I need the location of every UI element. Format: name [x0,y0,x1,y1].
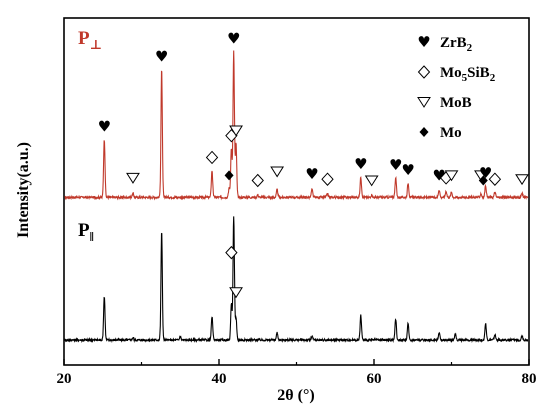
series-line-1 [64,216,529,344]
mo5sib2-marker [251,173,264,188]
x-tick-label: 80 [522,371,537,387]
mo-marker [419,127,429,137]
mob-marker [270,166,285,178]
series-line-0 [64,50,529,201]
series-label-0: P⊥ [78,28,102,52]
zrb2-marker: ♥ [417,33,430,51]
zrb2-marker: ♥ [389,156,402,174]
legend-label-1: Mo5SiB2 [440,65,496,84]
legend-text: MoB [440,95,472,111]
legend-text-2: SiB [467,65,490,81]
mo-marker [478,175,488,186]
x-axis-label: 2θ (°) [277,387,314,404]
legend-text: ZrB [440,35,467,51]
zrb2-marker: ♥ [354,155,367,173]
series-label-1: P‖ [78,220,94,244]
mob-marker [444,170,459,182]
legend-label-3: Mo [440,125,462,141]
series-label-main: P [78,220,90,241]
mo5sib2-marker [417,65,431,79]
mo5sib2-marker [225,245,238,260]
legend-subscript-2: 2 [490,72,496,84]
legend-label-0: ZrB2 [440,35,473,54]
zrb2-marker: ♥ [479,164,492,182]
zrb2-marker: ♥ [401,161,414,179]
mob-marker [126,172,140,184]
mo5sib2-marker [205,150,219,165]
series-label-sub: ‖ [90,229,94,244]
x-tick-label: 60 [367,371,382,387]
legend-text: Mo [440,125,462,141]
mo-marker [224,170,234,181]
zrb2-marker: ♥ [227,29,240,47]
legend-label-2: MoB [440,95,472,111]
mob-marker [364,175,379,187]
zrb2-marker: ♥ [98,118,111,136]
mo5sib2-marker [321,172,334,186]
x-tick-label: 40 [212,371,227,387]
mob-marker [229,125,243,137]
series-label-main: P [78,28,90,49]
zrb2-marker: ♥ [305,165,318,183]
y-axis-label: Intensity(a.u.) [15,142,32,238]
zrb2-marker: ♥ [155,47,168,65]
series-label-sub: ⊥ [90,37,102,52]
mo5sib2-marker [488,172,502,186]
legend-text: Mo [440,65,462,81]
legend-subscript: 5 [462,72,468,84]
mob-marker [515,174,529,186]
mob-marker [229,287,243,299]
mob-marker [474,170,488,182]
legend-subscript: 2 [467,42,473,54]
mob-marker [417,97,431,108]
x-tick-label: 20 [57,371,72,387]
